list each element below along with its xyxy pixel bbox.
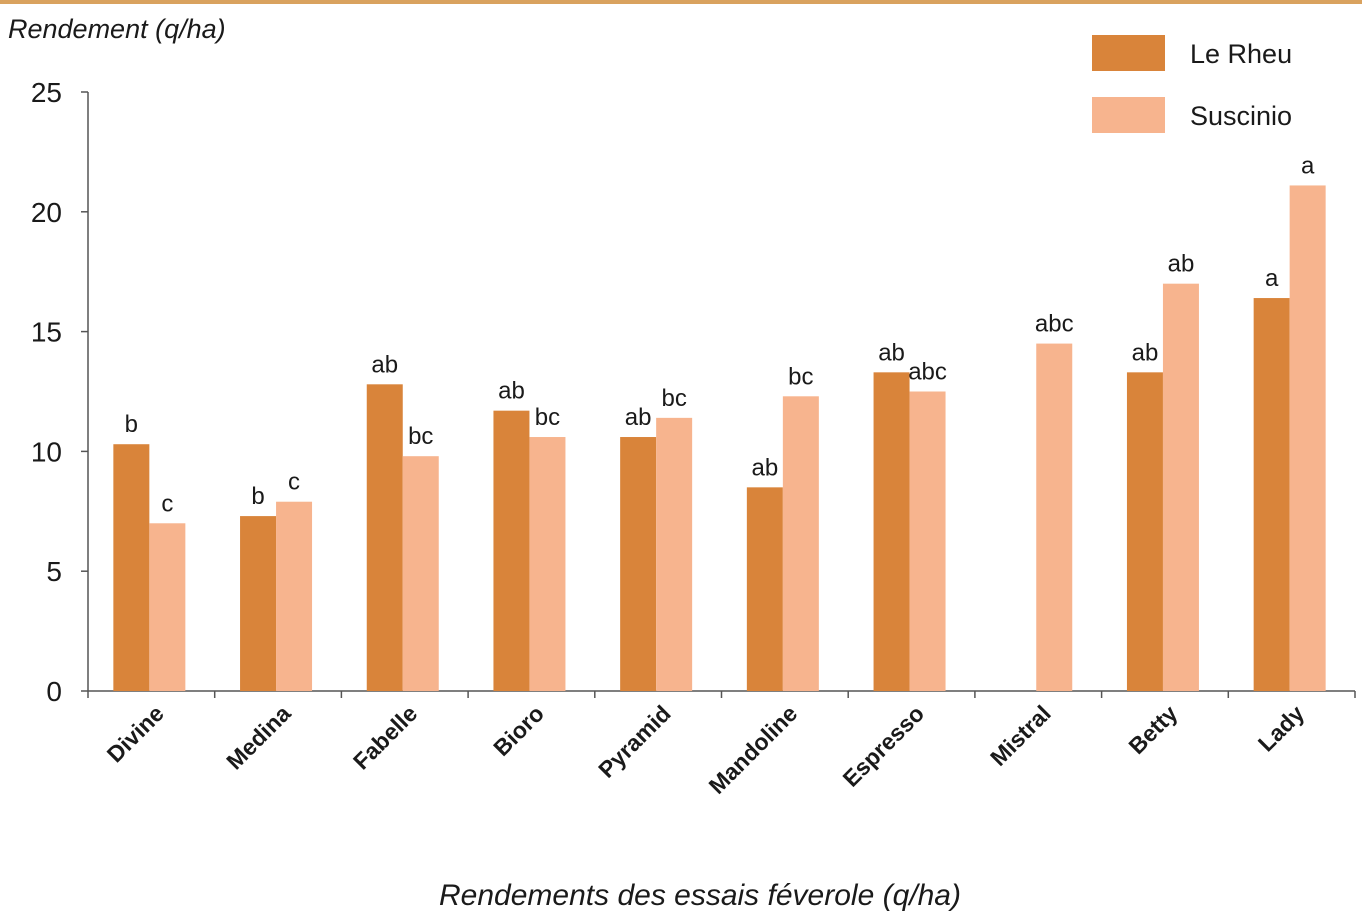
x-tick-label: Medina	[221, 700, 296, 775]
x-tick-label: Fabelle	[348, 700, 422, 774]
bar	[1036, 344, 1072, 691]
y-tick-label: 5	[46, 556, 62, 587]
bar	[747, 487, 783, 691]
y-tick-label: 10	[31, 436, 62, 467]
bar	[1254, 298, 1290, 691]
y-tick-label: 0	[46, 676, 62, 707]
significance-label: ab	[878, 339, 905, 366]
x-tick-label: Espresso	[837, 700, 929, 792]
x-tick-label: Betty	[1123, 700, 1182, 759]
bar	[493, 411, 529, 691]
significance-label: c	[288, 469, 300, 496]
significance-label: b	[251, 483, 264, 510]
bar	[367, 384, 403, 691]
bar	[1290, 185, 1326, 691]
y-axis-title: Rendement (q/ha)	[8, 14, 226, 44]
significance-label: bc	[661, 385, 686, 412]
bar	[1163, 284, 1199, 691]
bar	[783, 396, 819, 691]
x-tick-label: Pyramid	[593, 700, 676, 783]
y-tick-label: 20	[31, 197, 62, 228]
bar	[276, 502, 312, 691]
bar	[1127, 372, 1163, 691]
legend-swatch	[1092, 35, 1165, 71]
significance-label: c	[161, 490, 173, 517]
significance-label: abc	[1035, 311, 1074, 338]
x-tick-label: Mandoline	[704, 700, 803, 799]
bar	[620, 437, 656, 691]
significance-label: bc	[535, 404, 560, 431]
bar	[240, 516, 276, 691]
significance-label: ab	[371, 351, 398, 378]
top-border	[0, 0, 1362, 4]
x-axis-title: Rendements des essais féverole (q/ha)	[439, 879, 961, 912]
legend-label: Le Rheu	[1190, 39, 1292, 69]
bar	[529, 437, 565, 691]
y-tick-label: 25	[31, 77, 62, 108]
significance-label: a	[1301, 152, 1315, 179]
x-tick-label: Lady	[1253, 700, 1309, 756]
significance-label: ab	[751, 454, 778, 481]
chart: Rendement (q/ha) Rendements des essais f…	[0, 0, 1362, 919]
legend-label: Suscinio	[1190, 101, 1292, 131]
x-tick-label: Bioro	[488, 700, 549, 761]
bar	[113, 444, 149, 691]
x-tick-label: Divine	[102, 700, 169, 767]
significance-label: ab	[625, 404, 652, 431]
y-tick-label: 15	[31, 317, 62, 348]
significance-label: ab	[1132, 339, 1159, 366]
significance-label: b	[125, 411, 138, 438]
significance-label: ab	[498, 378, 525, 405]
significance-label: bc	[408, 423, 433, 450]
bar	[910, 392, 946, 692]
bar	[656, 418, 692, 691]
bar	[874, 372, 910, 691]
x-tick-label: Mistral	[985, 700, 1056, 771]
significance-label: bc	[788, 363, 813, 390]
significance-label: abc	[908, 359, 947, 386]
significance-label: ab	[1168, 251, 1195, 278]
legend-swatch	[1092, 97, 1165, 133]
bar	[149, 523, 185, 691]
significance-label: a	[1265, 265, 1279, 292]
bar	[403, 456, 439, 691]
